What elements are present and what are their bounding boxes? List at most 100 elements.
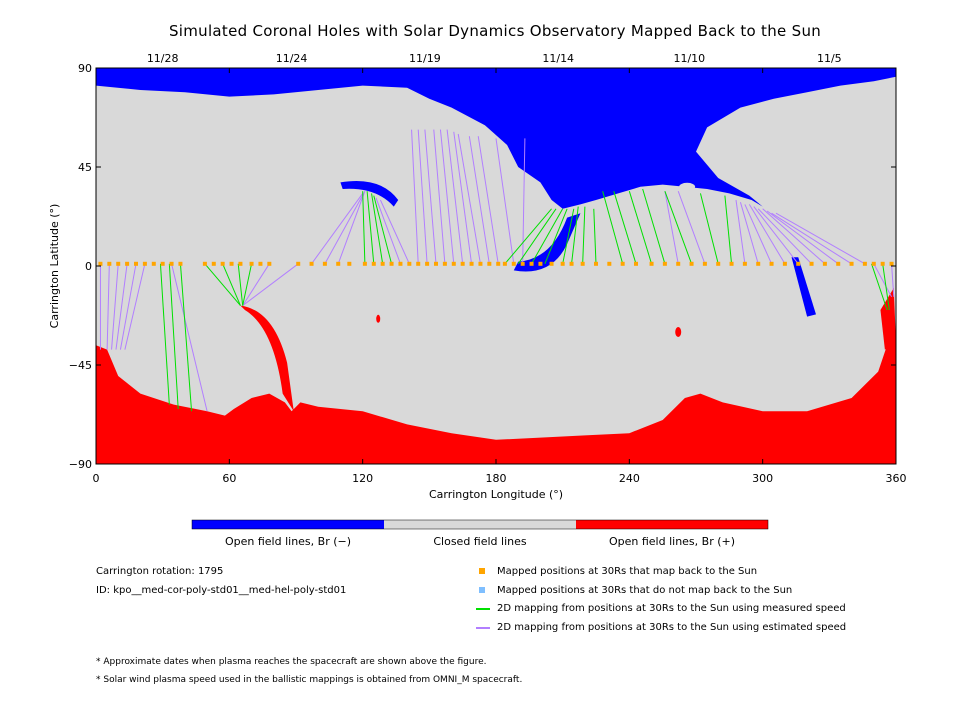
measured-speed-line bbox=[724, 195, 733, 264]
estimated-speed-line bbox=[775, 212, 866, 265]
legend-line-swatch bbox=[476, 626, 490, 629]
estimated-speed-line bbox=[424, 129, 437, 264]
measured-speed-line bbox=[628, 191, 653, 264]
x-tick-label: 300 bbox=[752, 472, 773, 485]
mapped-point bbox=[676, 261, 681, 266]
top-date-label: 11/14 bbox=[542, 52, 574, 65]
mapped-point bbox=[434, 261, 438, 266]
coronal-hole-patches bbox=[240, 180, 896, 412]
coronal-hole-patch-blue-2 bbox=[513, 213, 581, 272]
estimated-speed-line bbox=[124, 263, 146, 350]
measured-speed-line bbox=[504, 208, 552, 265]
mapped-point bbox=[151, 261, 156, 266]
estimated-speed-line bbox=[677, 191, 706, 264]
coronal-hole-spot-1 bbox=[376, 314, 381, 323]
estimated-speed-line bbox=[753, 206, 799, 265]
mapped-point bbox=[560, 261, 565, 266]
estimated-speed-line bbox=[739, 202, 759, 264]
measured-speed-lines bbox=[159, 188, 890, 412]
estimated-speed-line bbox=[119, 263, 137, 350]
estimated-speed-line bbox=[664, 191, 679, 264]
estimated-speed-line bbox=[873, 263, 892, 298]
top-date-label: 11/28 bbox=[147, 52, 179, 65]
x-tick-label: 60 bbox=[222, 472, 236, 485]
estimated-speed-line bbox=[748, 204, 786, 265]
mapped-points bbox=[98, 261, 894, 266]
measured-speed-line bbox=[366, 191, 375, 264]
measured-speed-line bbox=[222, 263, 241, 306]
measured-speed-line bbox=[642, 188, 666, 264]
colorbar-segment bbox=[576, 520, 768, 529]
measured-speed-line bbox=[699, 193, 719, 264]
measured-speed-line bbox=[373, 195, 393, 264]
mapped-point bbox=[607, 261, 612, 266]
mapped-point bbox=[469, 261, 474, 266]
mapped-point bbox=[520, 261, 525, 266]
coronal-hole-spot-2 bbox=[675, 327, 682, 337]
mapped-point bbox=[107, 261, 112, 266]
estimated-speed-line bbox=[453, 131, 473, 264]
y-tick-label: −90 bbox=[69, 458, 92, 471]
estimated-speed-line bbox=[337, 191, 366, 264]
legend-label: Mapped positions at 30Rs that map back t… bbox=[497, 566, 758, 577]
mapped-point bbox=[169, 261, 174, 266]
mapped-point bbox=[502, 261, 507, 266]
estimated-speed-line bbox=[468, 136, 490, 264]
mapped-point bbox=[649, 261, 654, 266]
mapped-point bbox=[529, 261, 534, 266]
colorbar-label: Open field lines, Br (−) bbox=[225, 535, 351, 548]
mapped-point bbox=[809, 261, 814, 266]
mapped-point bbox=[716, 261, 721, 266]
top-date-label: 11/19 bbox=[409, 52, 441, 65]
mapped-point bbox=[796, 261, 801, 266]
mapped-point bbox=[580, 261, 585, 266]
mapped-point bbox=[398, 261, 403, 266]
footnote-speed: * Solar wind plasma speed used in the ba… bbox=[96, 675, 523, 685]
top-date-labels: 11/28 11/24 11/19 11/14 11/10 11/5 bbox=[147, 52, 842, 65]
mapped-point bbox=[116, 261, 121, 266]
estimated-speed-line bbox=[375, 197, 401, 264]
mapped-point bbox=[267, 261, 272, 266]
colorbar-frame bbox=[191, 519, 769, 530]
mapped-point bbox=[862, 261, 867, 266]
mapped-point bbox=[336, 261, 341, 266]
estimated-speed-line bbox=[762, 208, 826, 265]
mapped-point bbox=[569, 261, 574, 266]
mapped-point bbox=[689, 261, 694, 266]
y-axis: 90 45 0 −45 −90 bbox=[69, 62, 896, 471]
closed-field-island bbox=[679, 182, 696, 191]
mapped-point bbox=[742, 261, 747, 266]
measured-speed-line bbox=[582, 206, 586, 264]
estimated-speed-line bbox=[891, 263, 895, 297]
measured-speed-line bbox=[882, 263, 890, 311]
mapped-point bbox=[538, 261, 543, 266]
top-date-label: 11/10 bbox=[673, 52, 705, 65]
measured-speed-line bbox=[159, 263, 170, 405]
mapped-point bbox=[98, 261, 103, 266]
mapped-point bbox=[729, 261, 734, 266]
estimated-speed-line bbox=[379, 199, 410, 265]
coronal-hole-patch-blue-1 bbox=[340, 180, 399, 207]
estimated-speed-line bbox=[115, 263, 128, 350]
estimated-speed-line bbox=[446, 129, 464, 264]
x-tick-label: 240 bbox=[619, 472, 640, 485]
estimated-speed-line bbox=[242, 263, 270, 306]
colorbar-segment bbox=[384, 520, 576, 529]
mapped-point bbox=[160, 261, 165, 266]
mapped-point bbox=[880, 261, 885, 266]
y-axis-label: Carrington Latitude (°) bbox=[48, 204, 61, 329]
legend-label: Mapped positions at 30Rs that do not map… bbox=[497, 584, 793, 596]
measured-speed-line bbox=[179, 263, 193, 412]
measured-speed-line bbox=[168, 263, 179, 410]
estimated-speed-line bbox=[477, 136, 499, 264]
measured-speed-line bbox=[871, 263, 888, 311]
estimated-speed-line bbox=[439, 129, 455, 264]
mapped-point bbox=[460, 261, 465, 266]
mapped-point bbox=[634, 261, 638, 266]
measured-speed-line bbox=[562, 208, 575, 264]
mapped-point bbox=[478, 261, 483, 266]
measured-speed-line bbox=[593, 208, 597, 264]
mapped-point bbox=[822, 261, 827, 266]
measured-speed-line bbox=[613, 191, 637, 264]
mapped-point bbox=[211, 261, 216, 266]
